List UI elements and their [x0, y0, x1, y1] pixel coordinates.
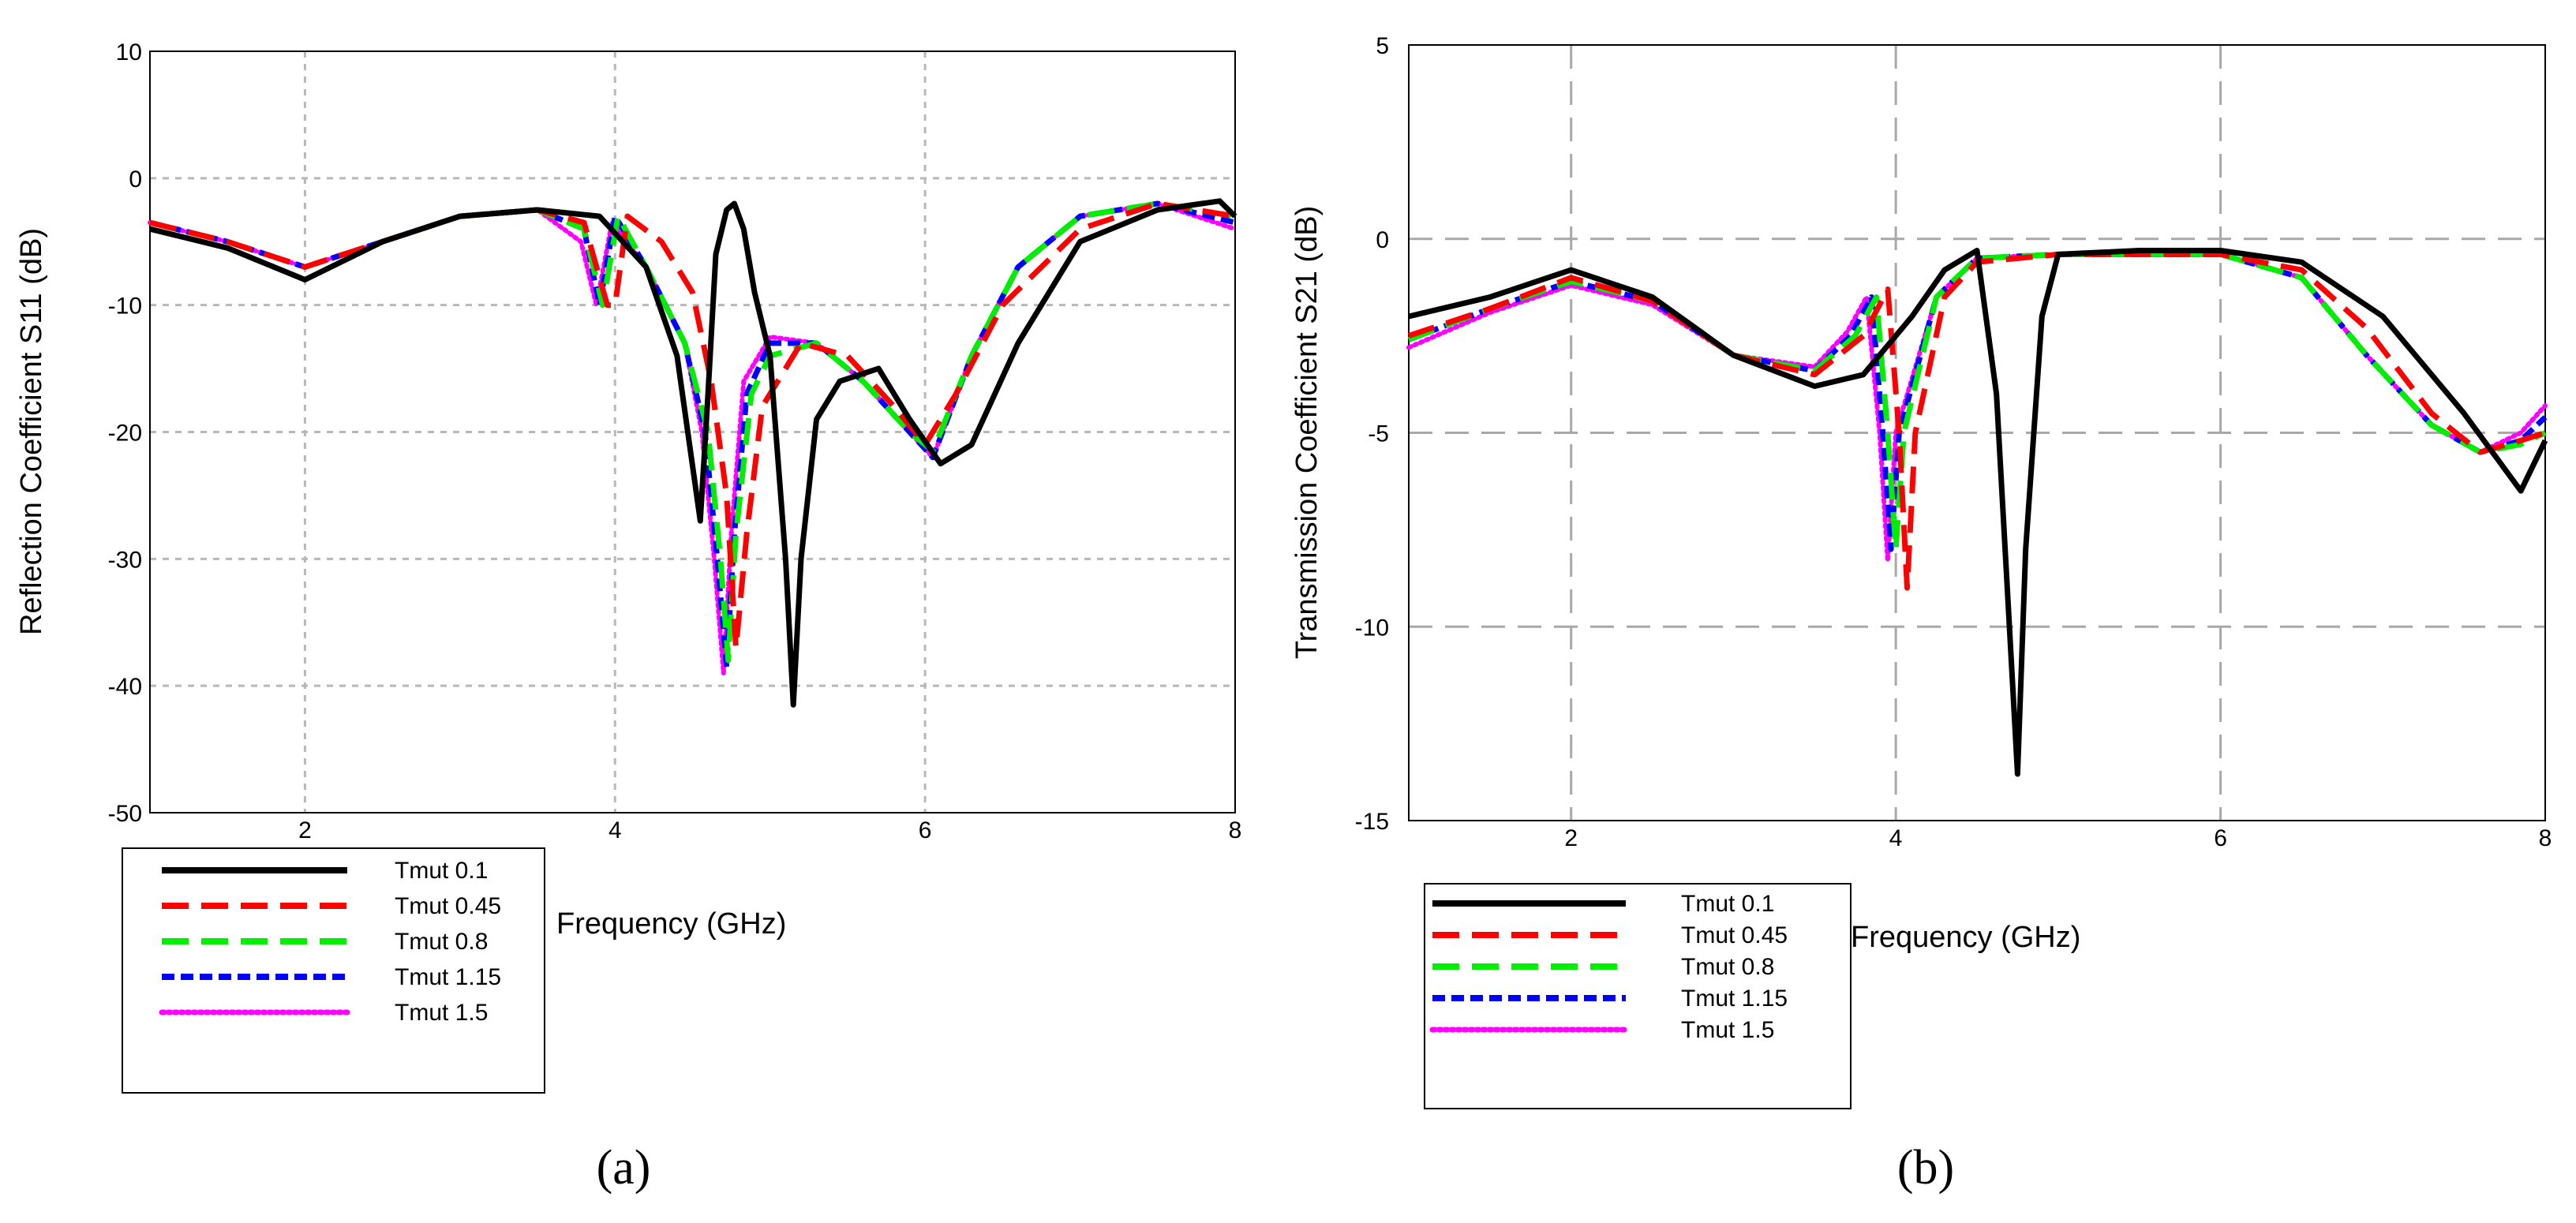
series-line-tmut-0-8 [1407, 251, 2547, 552]
x-tick-label: 4 [1889, 825, 1903, 851]
x-tick-label: 8 [1229, 817, 1242, 843]
x-tick-label: 2 [298, 817, 312, 843]
x-tick-label: 6 [919, 817, 932, 843]
x-tick-label: 4 [608, 817, 622, 843]
series-line-tmut-0-1 [149, 198, 1237, 708]
grid-lines-a [150, 51, 1235, 813]
x-axis-title-b: Frequency (GHz) [1851, 921, 2080, 954]
y-tick-label: -15 [1355, 809, 1389, 835]
y-tick-label: -20 [108, 421, 142, 447]
legend-box-a [122, 847, 545, 1094]
legend-label: Tmut 0.45 [1681, 922, 1788, 948]
legend-label: Tmut 1.5 [395, 1000, 488, 1026]
y-axis-title-a: Reflection Coefficient S11 (dB) [15, 228, 48, 635]
series-lines-a [148, 198, 1237, 708]
chart-panel-a: 2 4 6 8 10 0 -10 -20 -30 -40 -50 Frequency (GHz) R… [15, 39, 1241, 1195]
panel-label-b: (b) [1897, 1141, 1954, 1195]
y-tick-label: -50 [108, 801, 142, 827]
y-tick-label: 5 [1376, 33, 1389, 59]
x-tick-label: 8 [2539, 825, 2552, 851]
x-tick-label: 2 [1564, 825, 1578, 851]
chart-panel-b: 2 4 6 8 5 0 -5 -10 -15 Frequency (GHz) Transmiss… [1290, 33, 2552, 1195]
tick-labels-b: 2 4 6 8 5 0 -5 -10 -15 [1355, 33, 2552, 851]
y-tick-label: 0 [1376, 227, 1389, 253]
grid-lines-b [1409, 45, 2545, 821]
legend-label: Tmut 0.1 [395, 858, 488, 884]
tick-labels-a: 2 4 6 8 10 0 -10 -20 -30 -40 -50 [108, 39, 1242, 843]
legend-label: Tmut 0.45 [395, 893, 501, 919]
x-axis-title-a: Frequency (GHz) [556, 907, 786, 941]
y-axis-title-b: Transmission Coefficient S21 (dB) [1290, 206, 1324, 659]
y-tick-label: -40 [108, 674, 142, 700]
legend-b: Tmut 0.1 Tmut 0.45 Tmut 0.8 Tmut 1.15 Tmut 1… [1424, 883, 1852, 1109]
series-lines-b [1406, 248, 2548, 777]
legend-label: Tmut 1.15 [1681, 986, 1788, 1012]
x-tick-label: 6 [2214, 825, 2227, 851]
legend-label: Tmut 0.8 [1681, 954, 1774, 980]
plot-frame-a [149, 50, 1236, 813]
y-tick-label: 0 [129, 166, 142, 193]
legend-label: Tmut 1.5 [1681, 1017, 1774, 1043]
y-tick-label: 10 [116, 39, 142, 65]
y-tick-label: -10 [1355, 615, 1389, 641]
y-tick-label: -10 [108, 294, 142, 320]
panel-label-a: (a) [597, 1141, 651, 1195]
legend-label: Tmut 0.1 [1681, 891, 1774, 917]
y-tick-label: -30 [108, 547, 142, 573]
legend-label: Tmut 1.15 [395, 964, 501, 990]
y-tick-label: -5 [1368, 421, 1389, 447]
legend-a: Tmut 0.1 Tmut 0.45 Tmut 0.8 Tmut 1.15 Tmut 1… [122, 847, 545, 1094]
series-line-tmut-0-45 [1407, 251, 2547, 591]
series-line-tmut-0-1 [1408, 248, 2548, 777]
legend-label: Tmut 0.8 [395, 929, 488, 955]
